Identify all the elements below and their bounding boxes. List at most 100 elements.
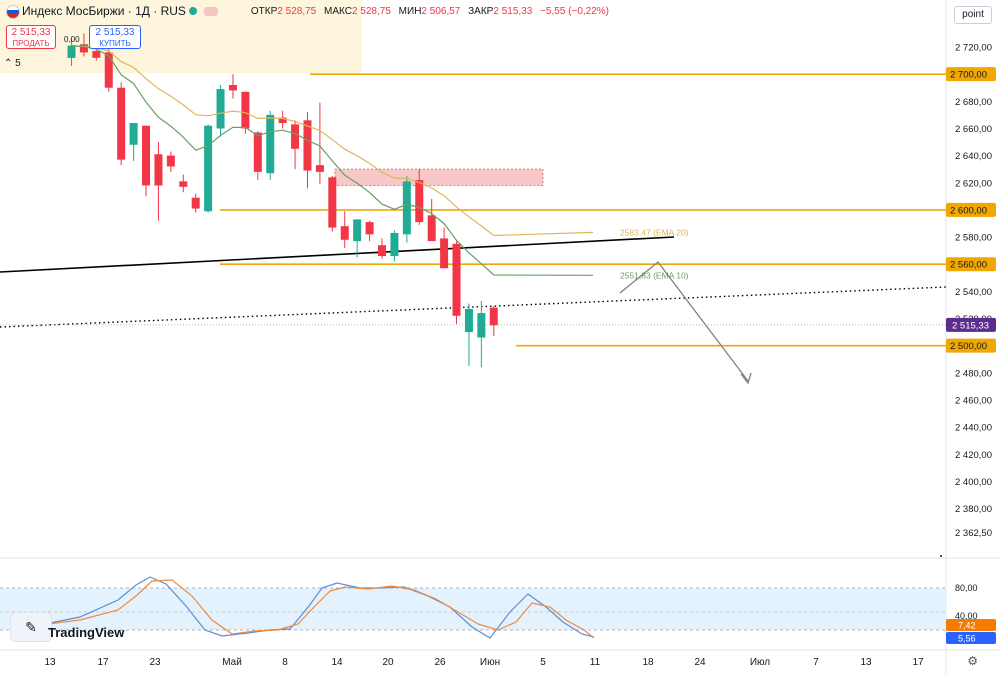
candle-body (241, 91, 250, 129)
candle-body (191, 197, 200, 209)
x-tick-label: 14 (331, 657, 343, 668)
candle-body (303, 120, 312, 171)
candle-body (464, 308, 473, 333)
ema20-line (71, 45, 594, 237)
symbol-title[interactable]: Индекс МосБиржи · 1Д · RUS (22, 4, 186, 18)
drawing-tool-icon[interactable]: ✎ (10, 612, 52, 642)
x-tick-label: 17 (97, 657, 109, 668)
y-tick-label: 2 400,00 (955, 477, 992, 488)
ema10-line (71, 45, 594, 276)
candle-body (328, 177, 337, 228)
stoch-k-tag (946, 619, 996, 631)
level-price-tag-label: 2 560,00 (950, 260, 987, 271)
y-tick-label: 2 380,00 (955, 504, 992, 515)
candle-body (67, 45, 76, 58)
scale-mode-button[interactable]: point (954, 6, 992, 24)
candle-body (79, 44, 88, 53)
x-tick-label: 8 (282, 657, 288, 668)
flag-marker-icon[interactable] (203, 6, 218, 16)
y-tick-label: 2 362,50 (955, 528, 992, 539)
forecast-arrowhead (740, 372, 752, 385)
ohlc-readout: ОТКР2 528,75 МАКС2 528,75 МИН2 506,57 ЗА… (250, 5, 610, 17)
x-tick-label: 5 (540, 657, 546, 668)
candle-body (427, 215, 436, 242)
x-tick-label: 13 (44, 657, 56, 668)
sell-button[interactable]: 2 515,33 ПРОДАТЬ (6, 25, 56, 49)
candle-body (92, 51, 101, 58)
stoch-d-line (39, 579, 595, 639)
candle-body (117, 87, 126, 160)
candle-body (440, 238, 449, 269)
candle-body (142, 125, 151, 186)
candle-body (104, 52, 113, 88)
candle-body (415, 180, 424, 223)
x-tick-label: 26 (434, 657, 446, 668)
level-price-tag-label: 2 500,00 (950, 341, 987, 352)
y-tick-label: 2 620,00 (955, 178, 992, 189)
x-tick-label: 23 (149, 657, 161, 668)
x-tick-label: 18 (642, 657, 654, 668)
settings-gear-icon[interactable]: ⚙ (967, 654, 978, 668)
buy-button[interactable]: 2 515,33 КУПИТЬ (89, 25, 141, 49)
last-price-tag-label: 2 515,33 (952, 320, 989, 331)
stoch-d-tag (946, 632, 996, 644)
candle-body (216, 89, 225, 129)
sell-label: ПРОДАТЬ (12, 39, 50, 48)
forecast-arrow (619, 261, 749, 382)
level-price-tag (946, 257, 996, 272)
candle-body (253, 132, 262, 172)
x-tick-label: 13 (860, 657, 872, 668)
level-price-tag (946, 67, 996, 82)
level-price-tag-label: 2 700,00 (950, 70, 987, 81)
level-price-tag (946, 338, 996, 353)
y-tick-label: 2 460,00 (955, 395, 992, 406)
x-tick-label: Май (222, 657, 242, 668)
candle-body (402, 181, 411, 235)
sell-price: 2 515,33 (11, 27, 51, 38)
candle-body (340, 226, 349, 240)
x-tick-label: Июл (750, 657, 770, 668)
candle-body (452, 243, 461, 316)
y-tick-label: 2 580,00 (955, 233, 992, 244)
candle-body (365, 222, 374, 235)
candle-body (489, 307, 498, 326)
candle-body (204, 125, 213, 212)
candle-body (129, 123, 138, 145)
y-tick-label: 2 480,00 (955, 368, 992, 379)
x-tick-label: 7 (813, 657, 819, 668)
candle-body (315, 165, 324, 172)
x-tick-label: 20 (382, 657, 394, 668)
x-tick-label: 17 (912, 657, 924, 668)
candle-body (166, 155, 175, 167)
chart-header: Индекс МосБиржи · 1Д · RUS ОТКР2 528,75 … (0, 0, 940, 22)
y-tick-label: 2 540,00 (955, 287, 992, 298)
candle-body (266, 114, 275, 174)
y-tick-label: 2 440,00 (955, 423, 992, 434)
stoch-band (0, 588, 946, 630)
level-price-tag (946, 202, 996, 217)
candle-body (291, 124, 300, 149)
volume-value: 5 (15, 58, 21, 69)
stoch-tick: 40,00 (955, 611, 978, 621)
y-tick-label: 2 720,00 (955, 43, 992, 54)
candle-body (179, 181, 188, 187)
ema20-label: 2583,47 (EMA 20) (620, 227, 689, 237)
spread-value: 0,00 (64, 35, 80, 44)
resistance-zone (334, 168, 544, 186)
candle-body (390, 232, 399, 257)
buy-label: КУПИТЬ (99, 39, 131, 48)
stoch-k-tag-label: 7,42 (958, 621, 976, 631)
trendline (0, 236, 675, 273)
dotted-trendline (0, 286, 947, 328)
candle-body (477, 313, 486, 338)
stoch-d-tag-label: 5,56 (958, 634, 976, 644)
candle-body (378, 245, 386, 257)
buy-price: 2 515,33 (95, 27, 135, 38)
level-price-tag-label: 2 600,00 (950, 205, 987, 216)
last-price-tag (946, 317, 996, 332)
volume-toggle[interactable]: ⌃ 5 (4, 58, 21, 69)
x-tick-label: 11 (590, 657, 601, 668)
y-tick-label: 2 420,00 (955, 450, 992, 461)
y-tick-label: 2 640,00 (955, 151, 992, 162)
